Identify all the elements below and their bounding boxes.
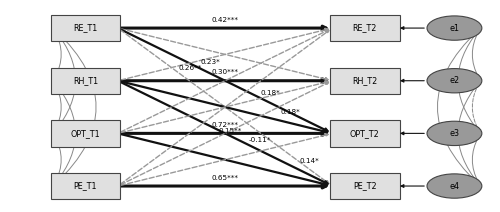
Text: 0.15**: 0.15**: [218, 128, 242, 134]
FancyBboxPatch shape: [50, 173, 120, 199]
Text: 0.23*: 0.23*: [200, 59, 220, 65]
Text: RE_T1: RE_T1: [74, 24, 98, 33]
Text: RH_T2: RH_T2: [352, 76, 378, 85]
Ellipse shape: [427, 121, 482, 146]
Text: 0.18*: 0.18*: [260, 90, 280, 96]
Text: RE_T2: RE_T2: [352, 24, 377, 33]
Text: -0.11*: -0.11*: [249, 137, 271, 143]
Text: e2: e2: [450, 76, 460, 85]
Ellipse shape: [427, 68, 482, 93]
FancyBboxPatch shape: [50, 15, 120, 41]
FancyBboxPatch shape: [330, 15, 400, 41]
Text: 0.26**: 0.26**: [178, 65, 202, 71]
Text: e3: e3: [450, 129, 460, 138]
Ellipse shape: [427, 174, 482, 198]
Text: PE_T1: PE_T1: [74, 181, 97, 191]
Text: RH_T1: RH_T1: [73, 76, 98, 85]
Text: 0.14*: 0.14*: [300, 158, 320, 164]
Text: e1: e1: [450, 24, 460, 33]
Text: OPT_T1: OPT_T1: [70, 129, 101, 138]
FancyBboxPatch shape: [330, 173, 400, 199]
Text: 0.42***: 0.42***: [212, 17, 238, 23]
Text: 0.30***: 0.30***: [212, 70, 238, 75]
Text: e4: e4: [450, 181, 460, 191]
Ellipse shape: [427, 16, 482, 40]
FancyBboxPatch shape: [330, 120, 400, 146]
FancyBboxPatch shape: [330, 68, 400, 94]
Text: 0.18*: 0.18*: [280, 109, 300, 115]
Text: 0.72***: 0.72***: [212, 122, 238, 128]
FancyBboxPatch shape: [50, 68, 120, 94]
FancyBboxPatch shape: [50, 120, 120, 146]
Text: PE_T2: PE_T2: [353, 181, 376, 191]
Text: OPT_T2: OPT_T2: [350, 129, 380, 138]
Text: 0.65***: 0.65***: [212, 175, 238, 181]
